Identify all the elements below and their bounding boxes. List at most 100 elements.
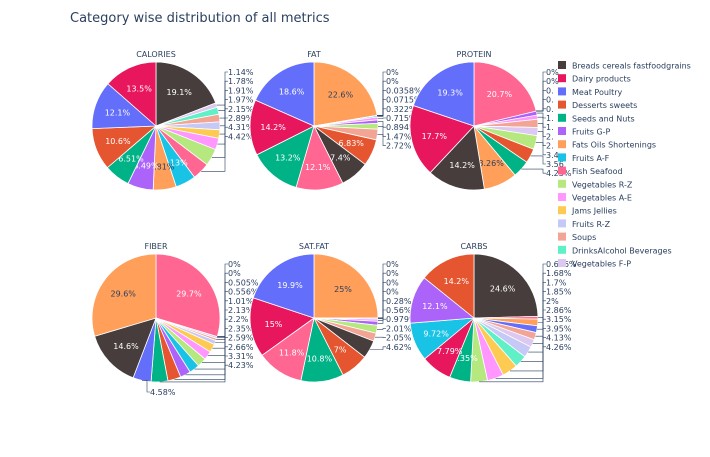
pie-slice[interactable]: [155, 253, 221, 338]
legend-item[interactable]: Jams Jellies: [558, 206, 617, 216]
legend-item[interactable]: Meat Poultry: [558, 87, 623, 97]
legend-item[interactable]: Fruits R-Z: [558, 219, 611, 229]
pie-slice[interactable]: [313, 61, 378, 127]
legend-item[interactable]: Fish Seafood: [558, 166, 623, 177]
pie-charts: CALORIES 19.1% 5.13%5.81%6.49%6.51% 10.6% 12…: [91, 50, 577, 397]
leader-line: [219, 90, 228, 119]
slice-label-outside: 0%: [386, 288, 399, 297]
slice-label: 24.6%: [490, 285, 516, 294]
slice-label: 19.1%: [166, 88, 192, 97]
legend-item[interactable]: DrinksAlcohol Beverages: [558, 245, 672, 256]
legend-swatch: [558, 61, 566, 69]
leader-line: [538, 263, 546, 319]
slice-label-outside: 1.14%: [228, 68, 254, 77]
leader-line: [377, 134, 386, 146]
slice-label: 22.6%: [328, 91, 354, 100]
slice-label-outside: 0.505%: [228, 278, 259, 287]
pie-slice[interactable]: [249, 297, 315, 356]
pie-slice[interactable]: [429, 125, 485, 191]
legend-item[interactable]: Fruits G-P: [558, 127, 611, 137]
slice-label: 13.2%: [275, 154, 301, 163]
leader-line: [377, 108, 386, 117]
pie-slice[interactable]: [313, 253, 379, 319]
legend-swatch: [558, 245, 566, 254]
slice-label-outside: 0.715%: [386, 114, 417, 123]
leader-line: [220, 99, 228, 127]
legend-label: Meat Poultry: [572, 88, 623, 97]
leader-line: [142, 380, 150, 393]
legend-label: DrinksAlcohol Beverages: [572, 246, 672, 255]
slice-label-outside: 4.26%: [546, 343, 572, 352]
legend-item[interactable]: Fats Oils Shortenings: [558, 140, 656, 150]
slice-label: 19.9%: [277, 281, 303, 290]
pie-slice[interactable]: [409, 105, 475, 174]
pie-carbs: CARBS24.6%5.35%7.79%9.72%12.1%14.2%0.686…: [409, 242, 577, 383]
leader-line: [377, 318, 386, 324]
leader-line: [377, 90, 386, 116]
slice-label-outside: 0%: [546, 77, 559, 86]
leader-line: [530, 155, 546, 165]
slice-label-outside: 2%: [546, 297, 559, 306]
pie-slice[interactable]: [91, 253, 157, 337]
pie-slice[interactable]: [473, 253, 539, 319]
legend-item[interactable]: Seeds and Nuts: [558, 113, 635, 124]
pie-slice[interactable]: [94, 317, 157, 379]
pie-title: FIBER: [144, 242, 168, 251]
pie-slice[interactable]: [473, 61, 537, 127]
pie-slice[interactable]: [412, 61, 475, 127]
slice-label: 18.6%: [279, 88, 305, 97]
legend-item[interactable]: Soups: [558, 232, 596, 243]
slice-label-outside: 3.56: [546, 160, 564, 169]
pie-title: CALORIES: [136, 50, 176, 59]
slice-label-outside: 2.89%: [228, 114, 254, 123]
legend-item[interactable]: Fruits A-F: [558, 153, 610, 163]
legend-item[interactable]: Vegetables A-E: [558, 193, 632, 203]
slice-label-outside: 4.42%: [228, 132, 254, 141]
legend-swatch: [558, 127, 566, 135]
slice-label-outside: 2.66%: [228, 343, 254, 352]
pie-slice[interactable]: [254, 61, 315, 127]
slice-label-outside: 0.322%: [386, 105, 417, 114]
slice-label: 6.51%: [118, 154, 144, 163]
pie-slice[interactable]: [249, 99, 315, 156]
legend-label: Desserts sweets: [572, 101, 637, 110]
pie-fiber: FIBER29.7%14.6%29.6%0%0%0.505%0.556%1.01…: [91, 242, 259, 397]
slice-label-outside: 1.: [546, 114, 554, 123]
legend-item[interactable]: Breads cereals fastfoodgrains: [558, 61, 691, 71]
leader-line: [218, 80, 228, 111]
slice-label-outside: 1.47%: [386, 132, 412, 141]
legend-item[interactable]: Vegetables F-P: [558, 259, 631, 269]
slice-label: 6.83%: [338, 139, 364, 148]
leader-line: [536, 108, 546, 112]
legend-swatch: [558, 166, 566, 175]
legend-swatch: [558, 87, 566, 96]
slice-label-outside: 3.95%: [546, 324, 572, 333]
leader-line: [378, 291, 386, 319]
slice-label: 15%: [265, 320, 283, 329]
slice-label: 14.2%: [449, 161, 475, 170]
slice-label: 10.8%: [307, 355, 333, 364]
legend-label: Fruits A-F: [572, 154, 610, 163]
slice-label-outside: 0.56%: [386, 306, 412, 315]
slice-label-outside: 1.7%: [546, 278, 567, 287]
pie-sat-fat: SAT.FAT25%7%10.8%11.8%15%19.9%0%0%0%0%0.…: [249, 242, 417, 383]
pie-slice[interactable]: [252, 253, 315, 319]
slice-label: 10.6%: [105, 137, 131, 146]
leader-line: [521, 168, 546, 174]
leader-line: [377, 99, 386, 116]
slice-label-outside: 1.97%: [228, 96, 254, 105]
pie-slice[interactable]: [155, 61, 217, 127]
pie-protein: PROTEIN20.7%8.26%14.2%17.7%19.3%0%0%0.0.…: [409, 50, 572, 191]
legend-item[interactable]: Dairy products: [558, 74, 631, 84]
slice-label-outside: 2.15%: [228, 105, 254, 114]
slice-label-outside: 4.31%: [228, 123, 254, 132]
pie-title: FAT: [307, 50, 321, 59]
legend-swatch: [558, 113, 566, 122]
legend-item[interactable]: Desserts sweets: [558, 100, 637, 111]
pie-slice[interactable]: [107, 61, 157, 127]
legend-item[interactable]: Vegetables R-Z: [558, 179, 633, 190]
legend-label: Fats Oils Shortenings: [572, 141, 656, 150]
pie-slice[interactable]: [423, 253, 475, 319]
slice-label: 8.26%: [478, 159, 504, 168]
legend-label: Fruits G-P: [572, 128, 611, 137]
